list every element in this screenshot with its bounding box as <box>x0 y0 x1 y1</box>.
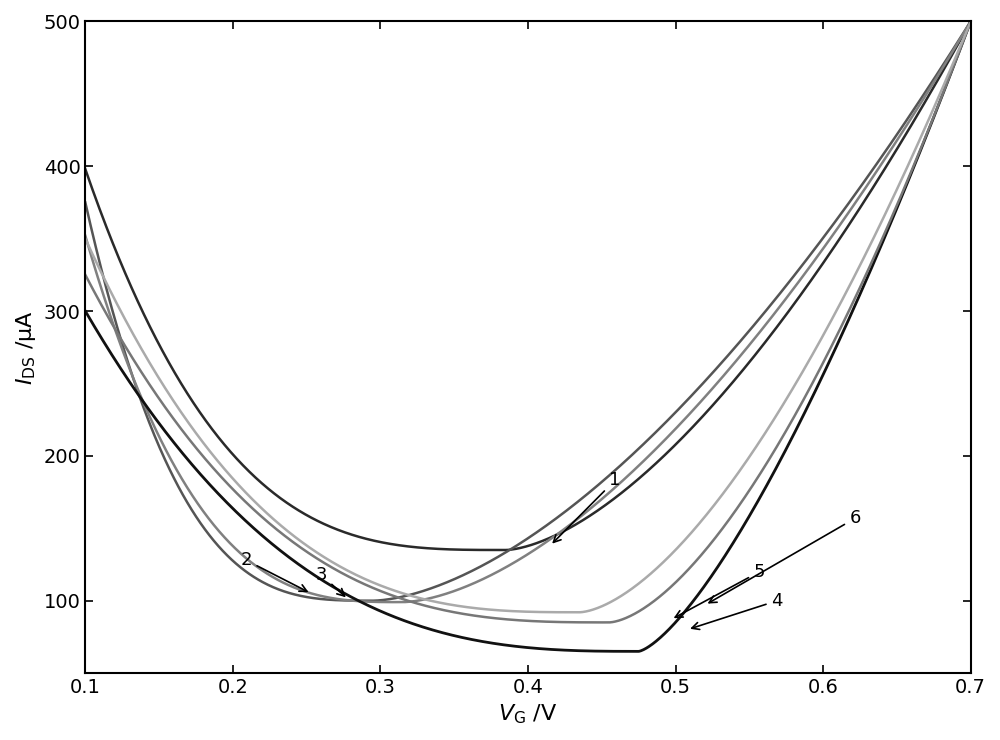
Text: 3: 3 <box>316 565 345 596</box>
Text: 4: 4 <box>692 592 783 630</box>
Text: 6: 6 <box>709 509 861 602</box>
Text: 1: 1 <box>553 471 621 542</box>
X-axis label: $V_{\mathrm{G}}$ /V: $V_{\mathrm{G}}$ /V <box>498 702 558 726</box>
Text: 5: 5 <box>675 562 765 617</box>
Text: 2: 2 <box>240 551 307 591</box>
Y-axis label: $I_{\mathrm{DS}}$ /μA: $I_{\mathrm{DS}}$ /μA <box>14 310 38 385</box>
